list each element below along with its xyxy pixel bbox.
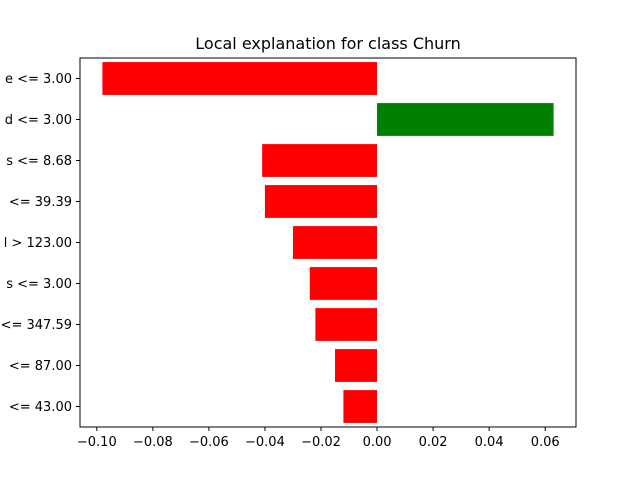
y-tick-label-4: l > 123.00 [4,236,72,251]
y-tick-label-0: e <= 3.00 [5,72,72,87]
bar-6 [315,308,378,341]
x-tick-label-7: 0.04 [475,435,504,450]
bar-2 [262,144,378,177]
x-tick-label-1: −0.08 [133,435,173,450]
x-tick-label-5: 0.00 [363,435,392,450]
x-tick-label-8: 0.06 [531,435,560,450]
x-tick-label-6: 0.02 [419,435,448,450]
y-tick-label-1: d <= 3.00 [5,113,72,128]
chart-title: Local explanation for class Churn [195,34,460,53]
x-tick-label-3: −0.04 [245,435,285,450]
bar-5 [309,267,378,300]
x-tick-label-4: −0.02 [301,435,341,450]
y-tick-label-6: <= 347.59 [1,318,72,333]
y-ticks-group: e <= 3.00 d <= 3.00 s <= 8.68 <= 39.39 l > 1… [1,72,80,415]
bar-7 [335,349,378,382]
x-ticks-group: −0.10 −0.08 −0.06 −0.04 −0.02 0.00 0.02 0.04 0.0… [77,427,560,450]
bars-group [102,62,554,423]
y-tick-label-7: <= 87.00 [9,359,72,374]
x-tick-label-0: −0.10 [77,435,117,450]
bar-4 [292,226,378,259]
y-tick-label-5: s <= 3.00 [6,277,72,292]
y-tick-label-3: <= 39.39 [9,195,72,210]
bar-0 [102,62,378,95]
bar-8 [343,390,378,423]
bar-1 [377,103,554,136]
y-tick-label-2: s <= 8.68 [6,154,72,169]
x-tick-label-2: −0.06 [189,435,229,450]
bar-3 [264,185,378,218]
plot-frame [79,57,577,428]
y-tick-label-8: <= 43.00 [9,400,72,415]
